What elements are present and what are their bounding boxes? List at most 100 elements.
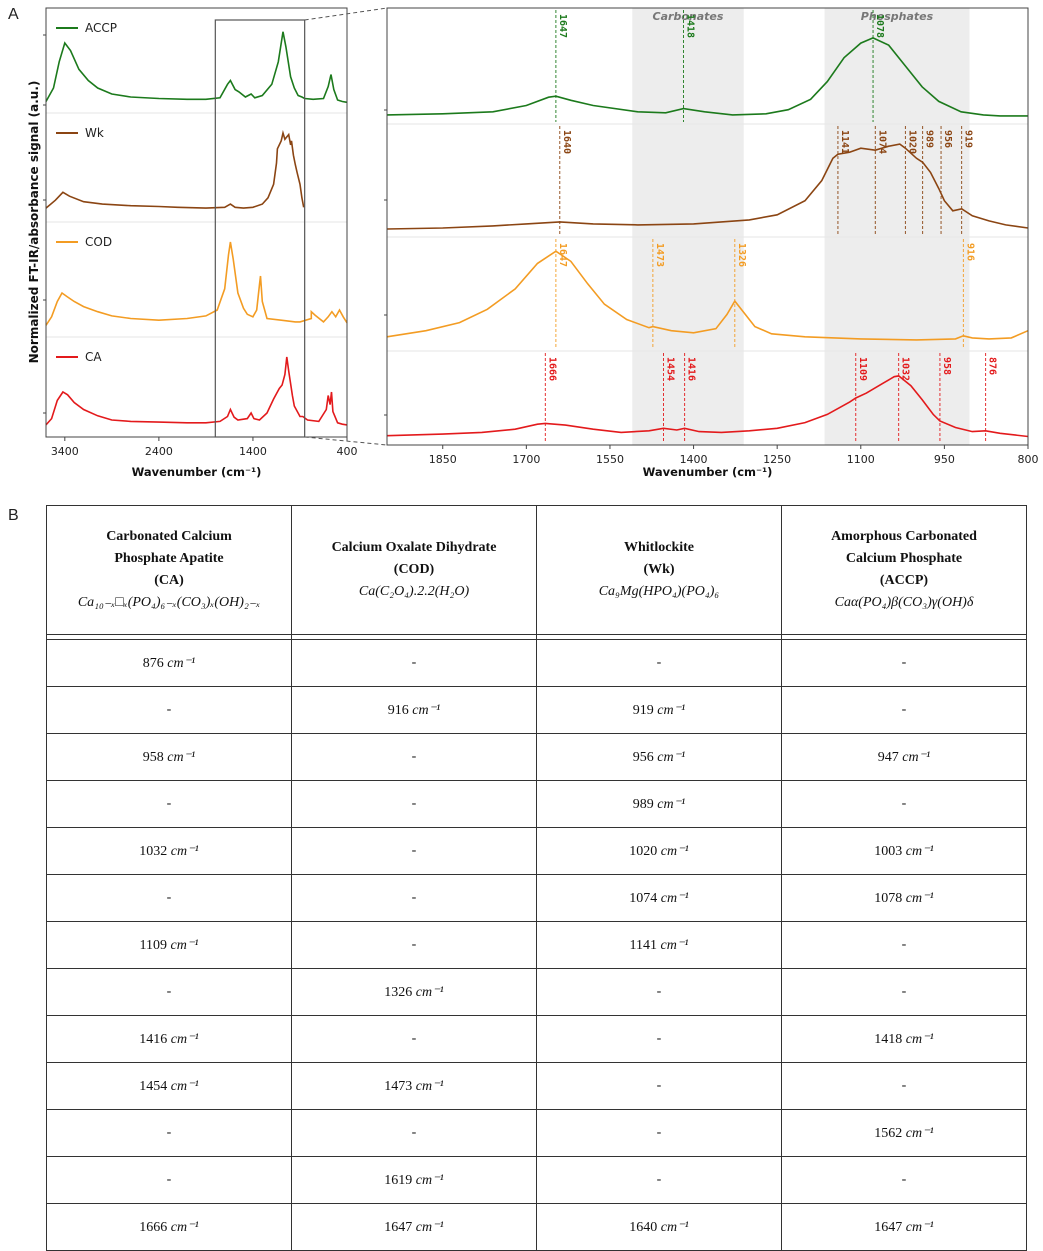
table-cell: 1454 cm⁻¹ [46, 1062, 292, 1110]
left-trace-cod [45, 241, 348, 326]
left-xtick-label: 1400 [239, 445, 267, 458]
unit-label: cm⁻¹ [660, 1219, 689, 1235]
table-cell: - [781, 1156, 1027, 1204]
table-cell: 1020 cm⁻¹ [536, 827, 782, 875]
unit-label: cm⁻¹ [167, 655, 196, 671]
unit-label: cm⁻¹ [415, 984, 444, 1000]
region-band-carbonates [632, 8, 744, 445]
unit-label: cm⁻¹ [902, 749, 931, 765]
left-xaxis-label: Wavenumber (cm⁻¹) [132, 465, 262, 479]
table-cell: - [291, 780, 537, 828]
table-cell: - [291, 827, 537, 875]
right-xtick-label: 1100 [847, 453, 875, 466]
right-xtick-label: 1400 [680, 453, 708, 466]
legend-label-accp: ACCP [85, 21, 117, 35]
table-header-cell: Calcium Oxalate Dihydrate (COD) Ca(C₂O₄).2… [291, 505, 537, 635]
peak-label-wk-919: 919 [963, 130, 974, 148]
right-xtick-label: 1250 [763, 453, 791, 466]
header-name-line: (Wk) [643, 562, 675, 577]
peak-label-wk-989: 989 [924, 130, 935, 148]
peak-label-ca-1416: 1416 [686, 357, 697, 381]
header-name-line: (ACCP) [879, 573, 929, 588]
table-cell: - [781, 639, 1027, 687]
table-row: 1454 cm⁻¹ 1473 cm⁻¹ - - [46, 1062, 1027, 1110]
unit-label: cm⁻¹ [660, 890, 689, 906]
table-cell: - [781, 780, 1027, 828]
right-trace-ca [386, 375, 1029, 438]
table-cell: - [291, 874, 537, 922]
zoom-connector-bottom [304, 436, 388, 446]
left-plot-frame [45, 7, 348, 438]
table-cell: 958 cm⁻¹ [46, 733, 292, 781]
table-cell: 947 cm⁻¹ [781, 733, 1027, 781]
peak-label-ca-876: 876 [987, 357, 998, 375]
peak-label-accp-1078: 1078 [874, 14, 885, 38]
legend-label-ca: CA [85, 350, 102, 364]
unit-label: cm⁻¹ [412, 702, 441, 718]
right-trace-cod [386, 250, 1029, 341]
table-cell: 1141 cm⁻¹ [536, 921, 782, 969]
header-formula: Caα(PO₄)β(CO₃)γ(OH)δ [834, 595, 974, 610]
region-label-carbonates: Carbonates [653, 10, 724, 23]
left-xtick-label: 3400 [51, 445, 79, 458]
header-name-line: Amorphous Carbonated [831, 529, 977, 544]
table-cell: 1640 cm⁻¹ [536, 1203, 782, 1251]
table-row: 876 cm⁻¹ - - - [46, 639, 1027, 687]
unit-label: cm⁻¹ [170, 1031, 199, 1047]
header-name-line: Phosphate Apatite [114, 551, 224, 566]
table-cell: - [291, 921, 537, 969]
header-formula: Ca₉Mg(HPO₄)(PO₄)₆ [598, 584, 720, 599]
header-formula: Ca(C₂O₄).2.2(H₂O) [358, 584, 470, 599]
table-cell: - [291, 1109, 537, 1157]
table-cell: - [536, 968, 782, 1016]
peak-label-wk-1074: 1074 [876, 130, 887, 154]
peak-label-ca-1032: 1032 [900, 357, 911, 381]
table-row: -1619 cm⁻¹ - - [46, 1156, 1027, 1204]
table-cell: - [46, 780, 292, 828]
zoom-connector-top [304, 7, 388, 21]
unit-label: cm⁻¹ [167, 749, 196, 765]
table-header-cell: Whitlockite (Wk) Ca₉Mg(HPO₄)(PO₄)₆ [536, 505, 782, 635]
table-cell: 1074 cm⁻¹ [536, 874, 782, 922]
unit-label: cm⁻¹ [905, 890, 934, 906]
table-cell: 956 cm⁻¹ [536, 733, 782, 781]
legend-label-wk: Wk [85, 126, 104, 140]
header-name-line: Whitlockite [624, 540, 694, 555]
header-name-line: Calcium Phosphate [845, 551, 963, 566]
table-cell: - [46, 1156, 292, 1204]
region-label-phosphates: Phosphates [861, 10, 934, 23]
table-row: 958 cm⁻¹ -956 cm⁻¹ 947 cm⁻¹ [46, 733, 1027, 781]
right-xtick-label: 1550 [596, 453, 624, 466]
table-cell: - [46, 1109, 292, 1157]
table-cell: - [781, 921, 1027, 969]
unit-label: cm⁻¹ [905, 1031, 934, 1047]
table-row: 1032 cm⁻¹ -1020 cm⁻¹ 1003 cm⁻¹ [46, 827, 1027, 875]
peak-label-accp-1647: 1647 [557, 14, 568, 38]
table-cell: - [291, 733, 537, 781]
table-row: - -1074 cm⁻¹ 1078 cm⁻¹ [46, 874, 1027, 922]
table-cell: 989 cm⁻¹ [536, 780, 782, 828]
unit-label: cm⁻¹ [415, 1172, 444, 1188]
unit-label: cm⁻¹ [170, 937, 199, 953]
table-cell: - [536, 1015, 782, 1063]
table-header-cell: Carbonated Calcium Phosphate Apatite (CA) C… [46, 505, 292, 635]
unit-label: cm⁻¹ [660, 937, 689, 953]
panel-label-b: B [8, 507, 19, 524]
table-cell: - [781, 1062, 1027, 1110]
table-cell: 919 cm⁻¹ [536, 686, 782, 734]
header-name-line: Carbonated Calcium [106, 529, 232, 544]
table-cell: 916 cm⁻¹ [291, 686, 537, 734]
table-cell: - [536, 1109, 782, 1157]
right-trace-accp [386, 37, 1028, 117]
peak-label-wk-1640: 1640 [561, 130, 572, 154]
peak-label-ca-958: 958 [941, 357, 952, 375]
header-name-line: (CA) [154, 573, 184, 588]
table-cell: 1647 cm⁻¹ [781, 1203, 1027, 1251]
peak-label-cod-916: 916 [964, 243, 975, 261]
peak-label-ca-1666: 1666 [546, 357, 557, 381]
left-trace-ca [45, 356, 348, 426]
table-cell: 1473 cm⁻¹ [291, 1062, 537, 1110]
inset-zoom-box [214, 19, 306, 438]
table-row: 1666 cm⁻¹ 1647 cm⁻¹ 1640 cm⁻¹ 1647 cm⁻¹ [46, 1203, 1027, 1251]
unit-label: cm⁻¹ [170, 1078, 199, 1094]
